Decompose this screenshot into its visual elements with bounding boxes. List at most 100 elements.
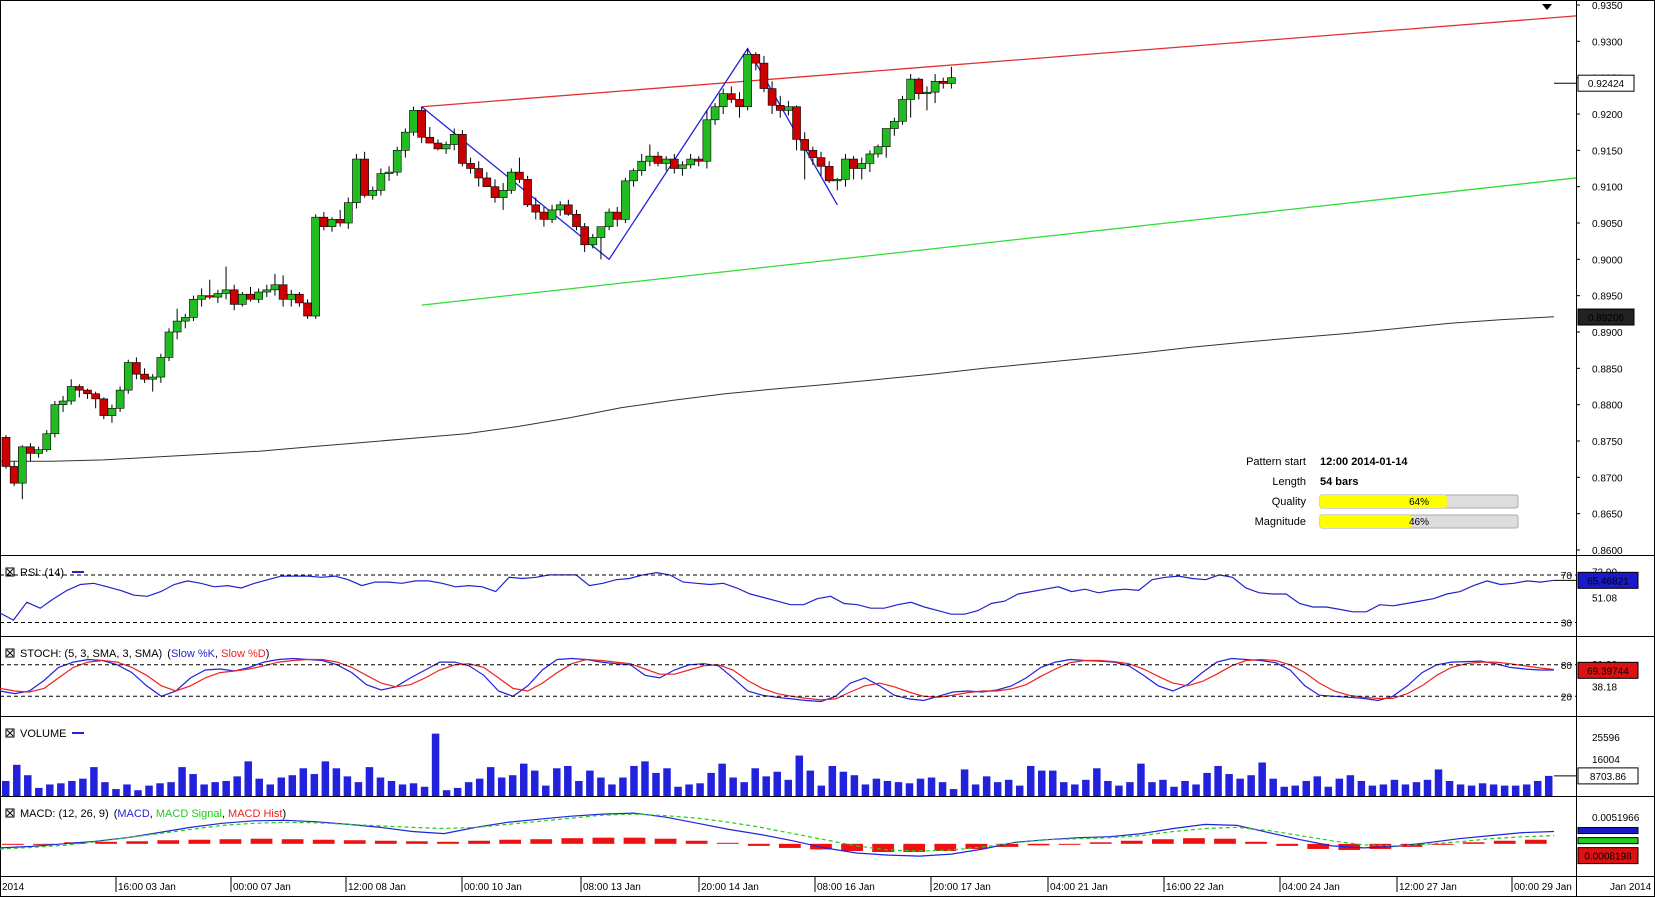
candle[interactable] (735, 92, 744, 118)
candle[interactable] (392, 146, 402, 176)
candle[interactable] (140, 368, 149, 383)
candle[interactable] (286, 289, 296, 307)
candle[interactable] (107, 404, 117, 423)
candle[interactable] (270, 273, 280, 296)
candle[interactable] (474, 161, 484, 187)
candle[interactable] (767, 81, 777, 114)
candle[interactable] (588, 233, 598, 249)
candle[interactable] (482, 172, 492, 187)
candle[interactable] (539, 207, 549, 227)
candle[interactable] (824, 161, 834, 184)
candle[interactable] (938, 77, 948, 89)
candle[interactable] (148, 374, 157, 392)
candle[interactable] (360, 151, 369, 198)
candle[interactable] (311, 214, 321, 319)
candle[interactable] (197, 288, 206, 307)
candle[interactable] (99, 397, 109, 420)
candle[interactable] (784, 100, 793, 116)
candle[interactable] (792, 105, 801, 151)
candle[interactable] (637, 153, 647, 176)
candlesticks[interactable] (1, 48, 956, 500)
candle[interactable] (335, 209, 345, 227)
candle[interactable] (914, 77, 924, 100)
candle[interactable] (775, 95, 785, 118)
candle[interactable] (91, 391, 100, 409)
candle[interactable] (384, 166, 394, 181)
candle[interactable] (229, 284, 239, 311)
candle[interactable] (466, 157, 475, 174)
candle[interactable] (564, 199, 573, 216)
candle[interactable] (759, 55, 769, 93)
candle[interactable] (890, 117, 899, 136)
candle[interactable] (156, 353, 166, 383)
candle[interactable] (743, 48, 752, 111)
candle[interactable] (9, 461, 19, 487)
candle[interactable] (694, 156, 704, 167)
candle[interactable] (653, 151, 663, 167)
candle[interactable] (947, 66, 956, 89)
candle[interactable] (401, 128, 410, 158)
candle[interactable] (75, 384, 84, 398)
candle[interactable] (645, 144, 655, 167)
candle[interactable] (515, 157, 524, 184)
candle[interactable] (343, 197, 353, 229)
candle[interactable] (34, 446, 43, 458)
candle[interactable] (189, 295, 198, 322)
candle[interactable] (832, 177, 842, 191)
candle[interactable] (718, 88, 728, 114)
candle[interactable] (710, 103, 720, 125)
candle[interactable] (572, 209, 581, 231)
candle[interactable] (50, 401, 60, 438)
candle[interactable] (547, 204, 557, 223)
candle[interactable] (83, 388, 92, 399)
candle[interactable] (303, 299, 312, 319)
candle[interactable] (449, 128, 459, 151)
candle[interactable] (612, 207, 622, 227)
scroll-indicator-icon[interactable] (1542, 4, 1552, 10)
candle[interactable] (596, 226, 606, 260)
candle[interactable] (580, 223, 589, 253)
candle[interactable] (123, 359, 133, 394)
candle[interactable] (181, 313, 190, 329)
candle[interactable] (922, 86, 932, 111)
candle[interactable] (246, 286, 255, 302)
candle[interactable] (213, 289, 223, 303)
candle[interactable] (873, 144, 883, 158)
candle[interactable] (115, 386, 125, 412)
candle[interactable] (727, 86, 736, 104)
candle[interactable] (262, 284, 272, 298)
candle[interactable] (702, 110, 712, 169)
candle[interactable] (26, 443, 35, 462)
candle[interactable] (409, 106, 418, 136)
candle[interactable] (1, 435, 11, 469)
candle[interactable] (164, 328, 174, 362)
candle[interactable] (857, 157, 867, 180)
candle[interactable] (930, 74, 940, 104)
candle[interactable] (604, 208, 614, 231)
candle[interactable] (376, 168, 386, 196)
candle[interactable] (441, 141, 451, 154)
candle[interactable] (66, 379, 76, 405)
candle[interactable] (490, 179, 500, 203)
candle[interactable] (132, 357, 141, 380)
candle[interactable] (327, 217, 337, 232)
candle[interactable] (800, 132, 810, 180)
candle[interactable] (254, 288, 263, 303)
candle[interactable] (17, 445, 27, 500)
candle[interactable] (686, 153, 695, 169)
candle[interactable] (678, 161, 687, 176)
candle[interactable] (629, 168, 638, 187)
candle[interactable] (425, 127, 435, 144)
candle[interactable] (881, 128, 891, 158)
candle[interactable] (849, 156, 858, 180)
candle[interactable] (295, 292, 304, 307)
candle[interactable] (417, 106, 426, 144)
candle[interactable] (816, 151, 826, 176)
candle[interactable] (433, 139, 443, 151)
candle[interactable] (42, 430, 52, 452)
candle[interactable] (531, 197, 541, 220)
candle[interactable] (458, 129, 467, 167)
candle[interactable] (506, 168, 516, 194)
candle[interactable] (172, 308, 182, 340)
candle[interactable] (238, 292, 247, 307)
